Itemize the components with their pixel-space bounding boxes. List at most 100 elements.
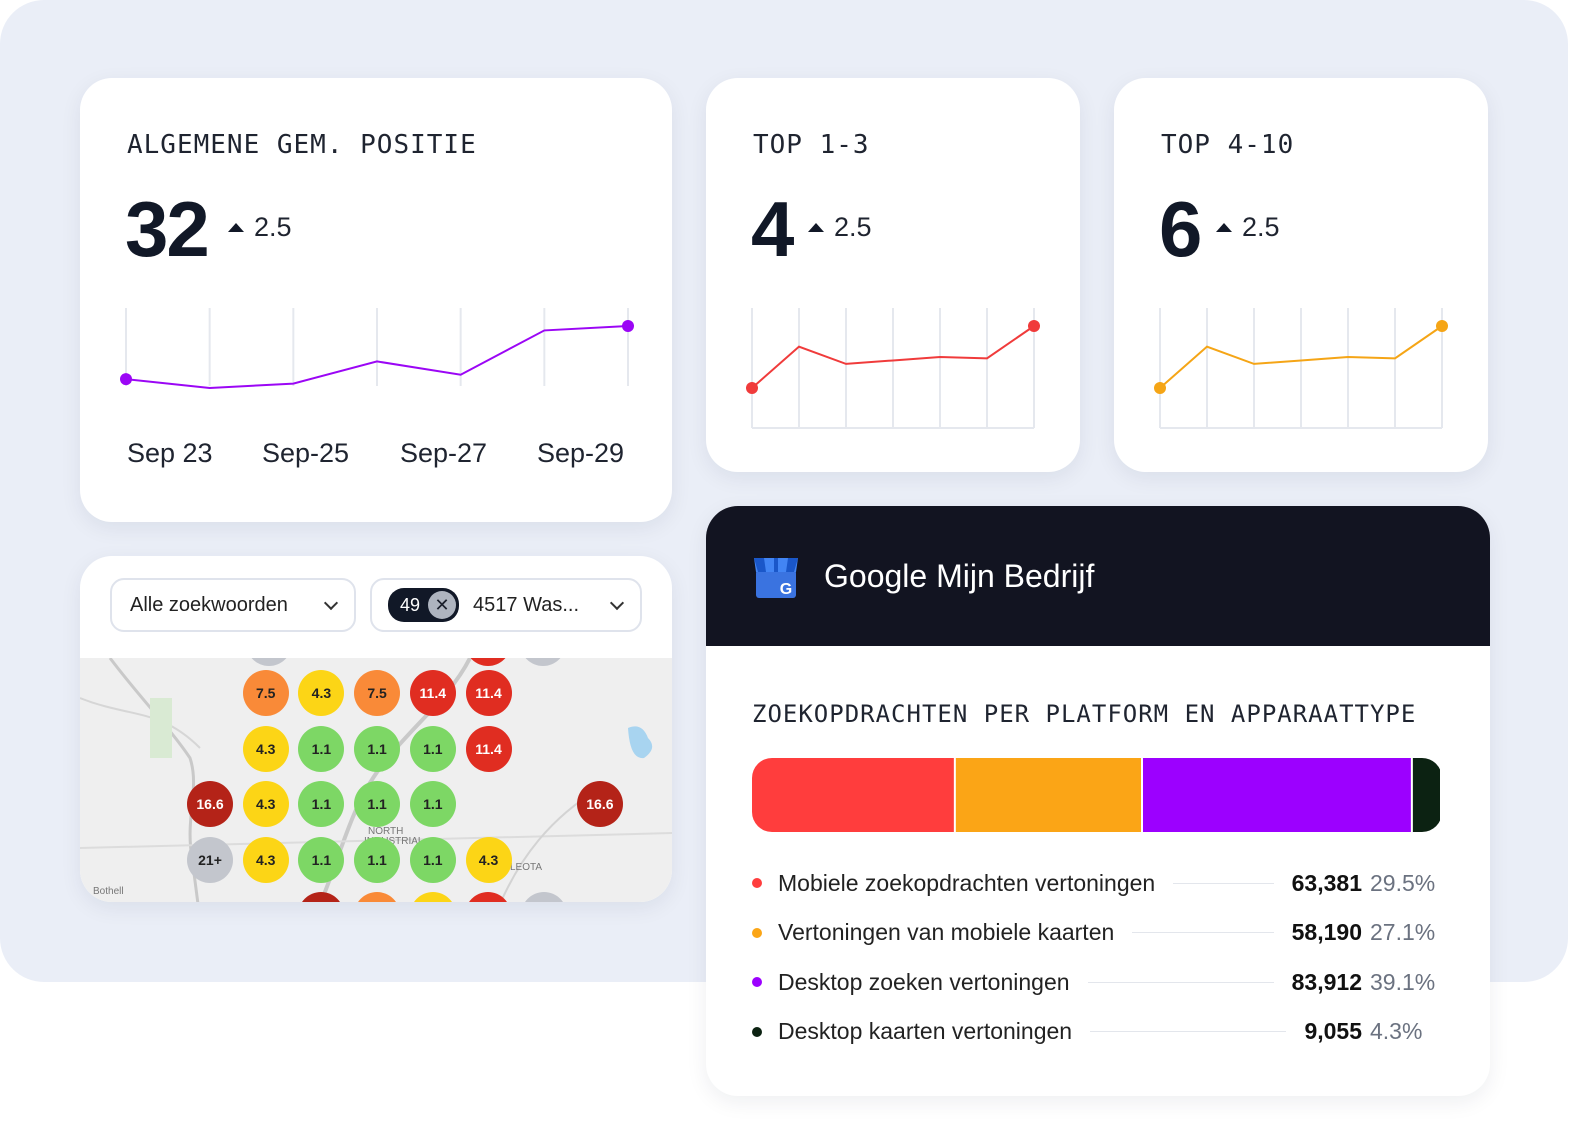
top-4-10-value: 6 — [1159, 185, 1202, 273]
rank-marker[interactable]: 1.1 — [354, 725, 401, 772]
map-view[interactable]: Bothell LEOTA NORTH INDUSTRIAL 7.5 4.3 7.5… — [80, 658, 672, 902]
rank-marker[interactable]: 11.4 — [465, 725, 512, 772]
arrow-up-icon — [228, 223, 244, 232]
top-4-10-line-chart — [1154, 308, 1448, 429]
keyword-select-value: Alle zoekwoorden — [130, 593, 288, 616]
data-point — [622, 320, 634, 332]
map-place-label: INDUSTRIAL — [364, 836, 424, 847]
legend-row: Desktop kaarten vertoningen 9,055 4.3% — [752, 1017, 1442, 1047]
arrow-up-icon — [1216, 223, 1232, 232]
google-card-title: Google Mijn Bedrijf — [824, 558, 1095, 594]
map-grid-card: Alle zoekwoorden 49 ✕ 4517 Was... Bothel… — [80, 556, 672, 902]
avg-position-value: 32 — [125, 185, 210, 273]
rank-marker[interactable]: 1.1 — [298, 725, 345, 772]
rank-marker[interactable]: 4.3 — [465, 837, 512, 884]
location-badge: 49 ✕ — [388, 588, 460, 622]
rank-marker[interactable]: 16.6 — [576, 781, 623, 828]
rank-marker[interactable] — [410, 892, 456, 902]
legend-value: 9,055 — [1304, 1018, 1362, 1044]
rank-marker[interactable]: 1.1 — [354, 781, 401, 828]
rank-marker[interactable]: 1.1 — [298, 837, 345, 884]
rank-marker[interactable]: 1.1 — [354, 837, 401, 884]
rank-marker[interactable]: 1.1 — [409, 781, 456, 828]
rank-marker[interactable] — [298, 892, 344, 902]
top13-series-line — [751, 325, 1035, 389]
legend-percent: 29.5% — [1370, 869, 1436, 896]
rank-marker[interactable]: 21+ — [187, 837, 233, 884]
section-title: ZOEKOPDRACHTEN PER PLATFORM EN APPARAATT… — [752, 700, 1417, 728]
card-title: ALGEMENE GEM. POSITIE — [127, 130, 477, 160]
close-icon[interactable]: ✕ — [428, 591, 457, 619]
rank-marker[interactable]: 4.3 — [242, 725, 289, 772]
delta-value: 2.5 — [254, 212, 292, 242]
x-axis-label: Sep-29 — [537, 438, 625, 468]
data-point — [746, 382, 758, 394]
legend-label: Mobiele zoekopdrachten vertoningen — [778, 869, 1156, 896]
delta-indicator: 2.5 — [1216, 212, 1280, 243]
rank-marker[interactable]: 7.5 — [354, 670, 401, 716]
location-select[interactable]: 49 ✕ 4517 Was... — [370, 578, 642, 632]
legend-label: Vertoningen van mobiele kaarten — [778, 919, 1115, 945]
rank-marker[interactable]: 7.5 — [242, 670, 289, 716]
legend-dot — [752, 1026, 762, 1037]
legend-dot — [752, 927, 762, 938]
delta-value: 2.5 — [834, 212, 872, 242]
rank-marker[interactable]: 4.3 — [242, 837, 289, 884]
legend-percent: 27.1% — [1370, 919, 1436, 945]
avg-position-line-chart — [120, 308, 634, 390]
card-title: TOP 4-10 — [1161, 130, 1295, 160]
arrow-up-icon — [808, 223, 824, 232]
google-store-icon: G — [754, 558, 798, 598]
keyword-select[interactable]: Alle zoekwoorden — [110, 578, 356, 632]
google-card-header: G Google Mijn Bedrijf — [706, 506, 1490, 646]
legend-row: Desktop zoeken vertoningen 83,912 39.1% — [752, 967, 1442, 997]
bar-segment — [1142, 758, 1411, 832]
bar-segment — [752, 758, 954, 832]
data-point — [1028, 320, 1040, 332]
top-1-3-value: 4 — [751, 185, 794, 273]
legend-leader-line — [1132, 932, 1274, 933]
legend-label: Desktop kaarten vertoningen — [778, 1018, 1073, 1044]
rank-marker[interactable]: 16.6 — [187, 781, 233, 828]
avg-series-line — [125, 325, 629, 390]
rank-marker[interactable]: 1.1 — [409, 725, 456, 772]
svg-text:G: G — [780, 581, 792, 598]
rank-marker[interactable] — [354, 892, 400, 902]
rank-marker[interactable]: 1.1 — [409, 837, 456, 884]
legend-percent: 4.3% — [1370, 1018, 1423, 1044]
rank-marker[interactable]: 11.4 — [409, 670, 456, 716]
rank-marker[interactable] — [521, 892, 567, 902]
avg-position-card: ALGEMENE GEM. POSITIE 32 2.5 Sep 23 Sep-… — [80, 78, 672, 522]
rank-marker[interactable]: 1.1 — [298, 781, 345, 828]
legend-value: 63,381 — [1291, 869, 1362, 896]
legend-label: Desktop zoeken vertoningen — [778, 968, 1070, 995]
data-point — [120, 373, 132, 386]
location-badge-count: 49 — [400, 594, 421, 615]
platform-stacked-bar — [752, 758, 1440, 832]
rank-marker[interactable] — [246, 658, 292, 666]
legend-dot — [752, 878, 762, 888]
rank-marker[interactable]: 4.3 — [298, 670, 345, 716]
top-4-10-card: TOP 4-10 6 2.5 — [1114, 78, 1488, 472]
legend-dot — [752, 977, 762, 987]
rank-marker[interactable]: 4.3 — [242, 781, 289, 828]
chevron-down-icon — [609, 595, 625, 610]
map-place-label: LEOTA — [510, 862, 543, 873]
x-axis-label: Sep-25 — [262, 438, 350, 468]
location-select-value: 4517 Was... — [473, 593, 580, 616]
legend-percent: 39.1% — [1370, 968, 1436, 995]
data-point — [1436, 320, 1448, 332]
rank-marker[interactable] — [520, 658, 566, 666]
delta-value: 2.5 — [1242, 212, 1280, 242]
rank-marker[interactable]: 11.4 — [465, 670, 512, 716]
google-business-card: G Google Mijn Bedrijf ZOEKOPDRACHTEN PER… — [706, 506, 1490, 1096]
map-place-label: Bothell — [93, 886, 124, 897]
rank-marker[interactable] — [465, 892, 511, 902]
legend-row: Vertoningen van mobiele kaarten 58,190 27.… — [752, 918, 1442, 948]
card-title: TOP 1-3 — [753, 130, 870, 160]
map-place-label: NORTH — [368, 826, 404, 837]
delta-indicator: 2.5 — [808, 212, 872, 243]
top-1-3-card: TOP 1-3 4 2.5 — [706, 78, 1080, 472]
chevron-down-icon — [323, 595, 339, 610]
rank-marker[interactable] — [465, 658, 511, 666]
